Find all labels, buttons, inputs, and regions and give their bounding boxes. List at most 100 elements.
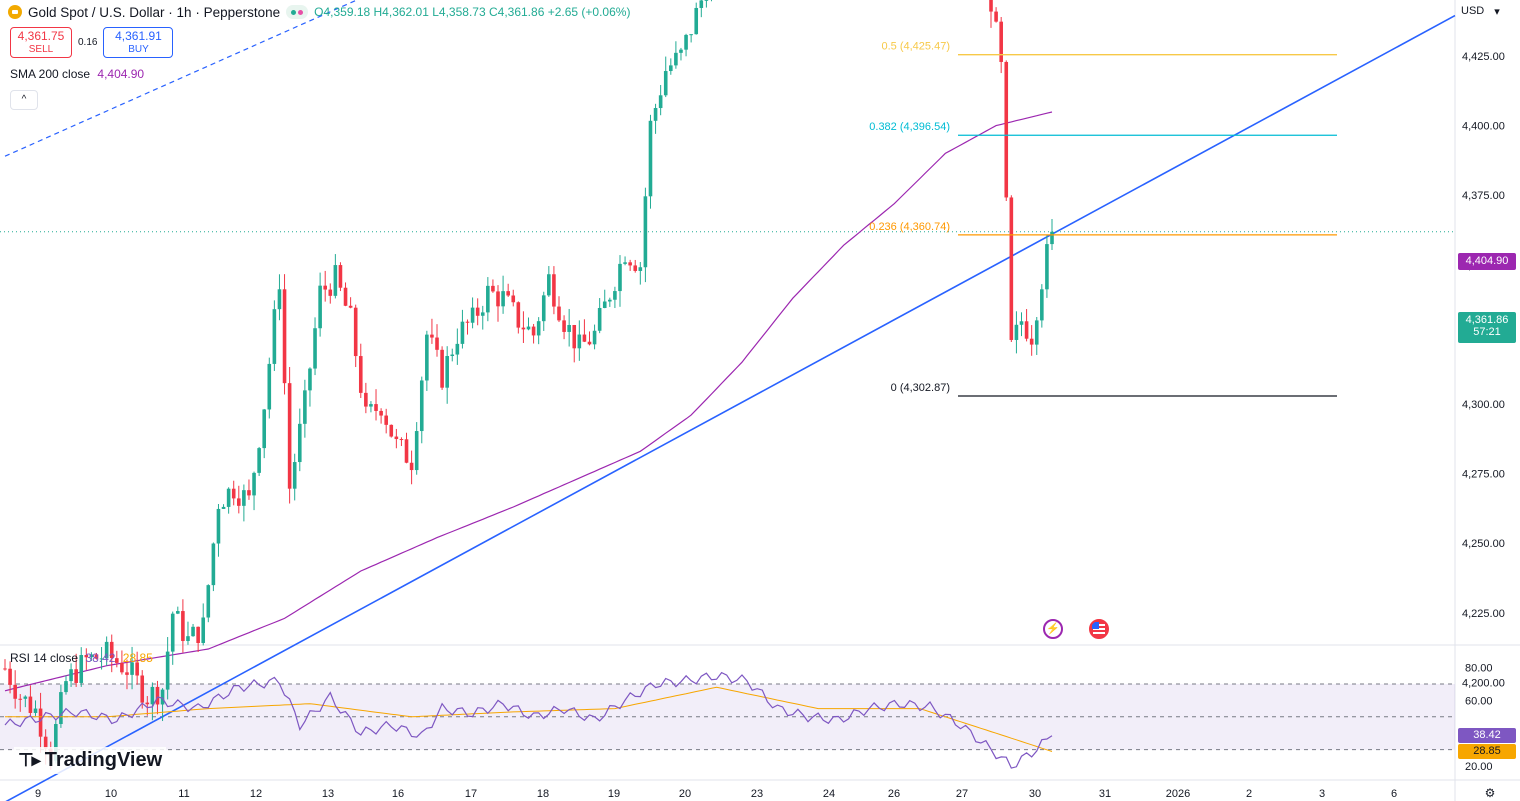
- candle-body: [552, 274, 556, 307]
- candle-body: [231, 488, 236, 499]
- sell-button[interactable]: 4,361.75 SELL: [10, 27, 72, 58]
- candle-body: [1034, 320, 1039, 345]
- candle-body: [236, 498, 241, 506]
- time-axis-tick: 23: [751, 788, 763, 800]
- currency-selector[interactable]: USD ▾: [1461, 2, 1515, 20]
- sma-legend-value: 4,404.90: [97, 67, 145, 81]
- lightning-event-icon[interactable]: ⚡: [1043, 619, 1063, 639]
- symbol-title[interactable]: Gold Spot / U.S. Dollar · 1h · Peppersto…: [28, 4, 281, 20]
- candle-body: [633, 265, 638, 271]
- high-value: H4,362.01: [373, 5, 429, 19]
- candle-body: [318, 285, 322, 329]
- candle-body: [109, 641, 114, 659]
- rsi-ma-value-tag: 28.85: [1458, 744, 1516, 759]
- price-axis-tick: 4,300.00: [1462, 399, 1505, 411]
- candle-body: [364, 392, 368, 407]
- candle-body: [348, 305, 353, 308]
- sell-label: SELL: [28, 43, 54, 55]
- time-axis-tick: 18: [537, 788, 549, 800]
- rsi-legend-label: RSI 14 close: [10, 651, 79, 665]
- low-value: L4,358.73: [432, 5, 486, 19]
- sma-legend-label: SMA 200 close: [10, 67, 91, 81]
- time-axis-tick: 27: [956, 788, 968, 800]
- currency-code: USD: [1461, 5, 1485, 17]
- candle-body: [282, 289, 287, 384]
- time-axis-settings-icon[interactable]: ⚙: [1485, 786, 1496, 800]
- candle-body: [470, 307, 475, 323]
- candle-body: [658, 95, 663, 109]
- candle-body: [480, 312, 485, 316]
- candle-body: [99, 658, 104, 660]
- candle-body: [145, 702, 150, 705]
- candle-body: [526, 326, 531, 330]
- candle-body: [297, 423, 302, 463]
- candle-body: [358, 356, 363, 393]
- candle-body: [18, 698, 23, 700]
- candle-body: [64, 681, 68, 693]
- candle-body: [516, 302, 521, 328]
- candle-body: [272, 309, 277, 364]
- candle-body: [262, 409, 267, 449]
- candle-body: [292, 462, 297, 489]
- candle-body: [440, 349, 444, 388]
- candle-body: [1019, 321, 1024, 325]
- time-axis-tick: 9: [35, 788, 41, 800]
- gold-icon: [8, 5, 22, 19]
- time-axis-tick: 2026: [1166, 788, 1190, 800]
- candle-body: [353, 307, 358, 357]
- candle-body: [1004, 61, 1009, 198]
- candle-body: [496, 291, 500, 307]
- time-axis-tick: 16: [392, 788, 404, 800]
- candle-body: [460, 321, 465, 344]
- rsi-axis-tick: 60.00: [1465, 695, 1493, 707]
- rsi-legend[interactable]: RSI 14 close 38.42 28.85: [10, 651, 153, 665]
- candle-body: [465, 321, 470, 323]
- candle-body: [1009, 197, 1014, 340]
- fib-level-label: 0.382 (4,396.54): [869, 121, 950, 133]
- candle-body: [618, 263, 622, 292]
- candle-body: [684, 34, 688, 50]
- candle-body: [176, 611, 180, 614]
- candle-body: [577, 334, 582, 349]
- candle-body: [28, 696, 33, 713]
- candle-body: [267, 363, 272, 410]
- candle-body: [120, 662, 124, 673]
- rsi-value-tag: 38.42: [1458, 728, 1516, 743]
- candle-body: [597, 307, 602, 331]
- spread-value: 0.16: [78, 37, 98, 48]
- time-axis-tick: 31: [1099, 788, 1111, 800]
- candle-body: [13, 684, 17, 699]
- candle-body: [582, 334, 587, 342]
- price-axis-tick: 4,400.00: [1462, 121, 1505, 133]
- rsi-ma-legend-value: 28.85: [122, 651, 153, 665]
- close-value: C4,361.86: [488, 5, 545, 19]
- candle-body: [308, 368, 312, 391]
- last-price-tag: 4,361.86 57:21: [1458, 312, 1516, 343]
- collapse-legend-button[interactable]: ^: [10, 90, 38, 110]
- candle-body: [79, 655, 84, 683]
- candle-body: [94, 654, 99, 659]
- candle-body: [287, 383, 292, 489]
- time-axis-tick: 12: [250, 788, 262, 800]
- bar-countdown: 57:21: [1473, 326, 1501, 338]
- buy-button[interactable]: 4,361.91 BUY: [103, 27, 174, 58]
- candle-body: [445, 356, 449, 388]
- us-flag-event-icon[interactable]: [1089, 619, 1109, 639]
- tradingview-logo[interactable]: ⊤▸ TradingView: [14, 747, 167, 774]
- candle-body: [323, 285, 327, 290]
- candle-body: [379, 410, 383, 416]
- rsi-legend-value: 38.42: [85, 651, 116, 665]
- candle-body: [572, 325, 577, 349]
- candle-body: [135, 662, 139, 676]
- candle-body: [59, 692, 63, 725]
- candle-body: [394, 436, 399, 440]
- candle-body: [1045, 244, 1049, 290]
- market-status-icon[interactable]: [286, 5, 309, 19]
- candle-body: [653, 108, 658, 121]
- candle-body: [643, 196, 648, 268]
- sma-legend[interactable]: SMA 200 close 4,404.90: [10, 67, 144, 81]
- time-axis-tick: 11: [178, 788, 189, 800]
- candle-body: [608, 299, 612, 302]
